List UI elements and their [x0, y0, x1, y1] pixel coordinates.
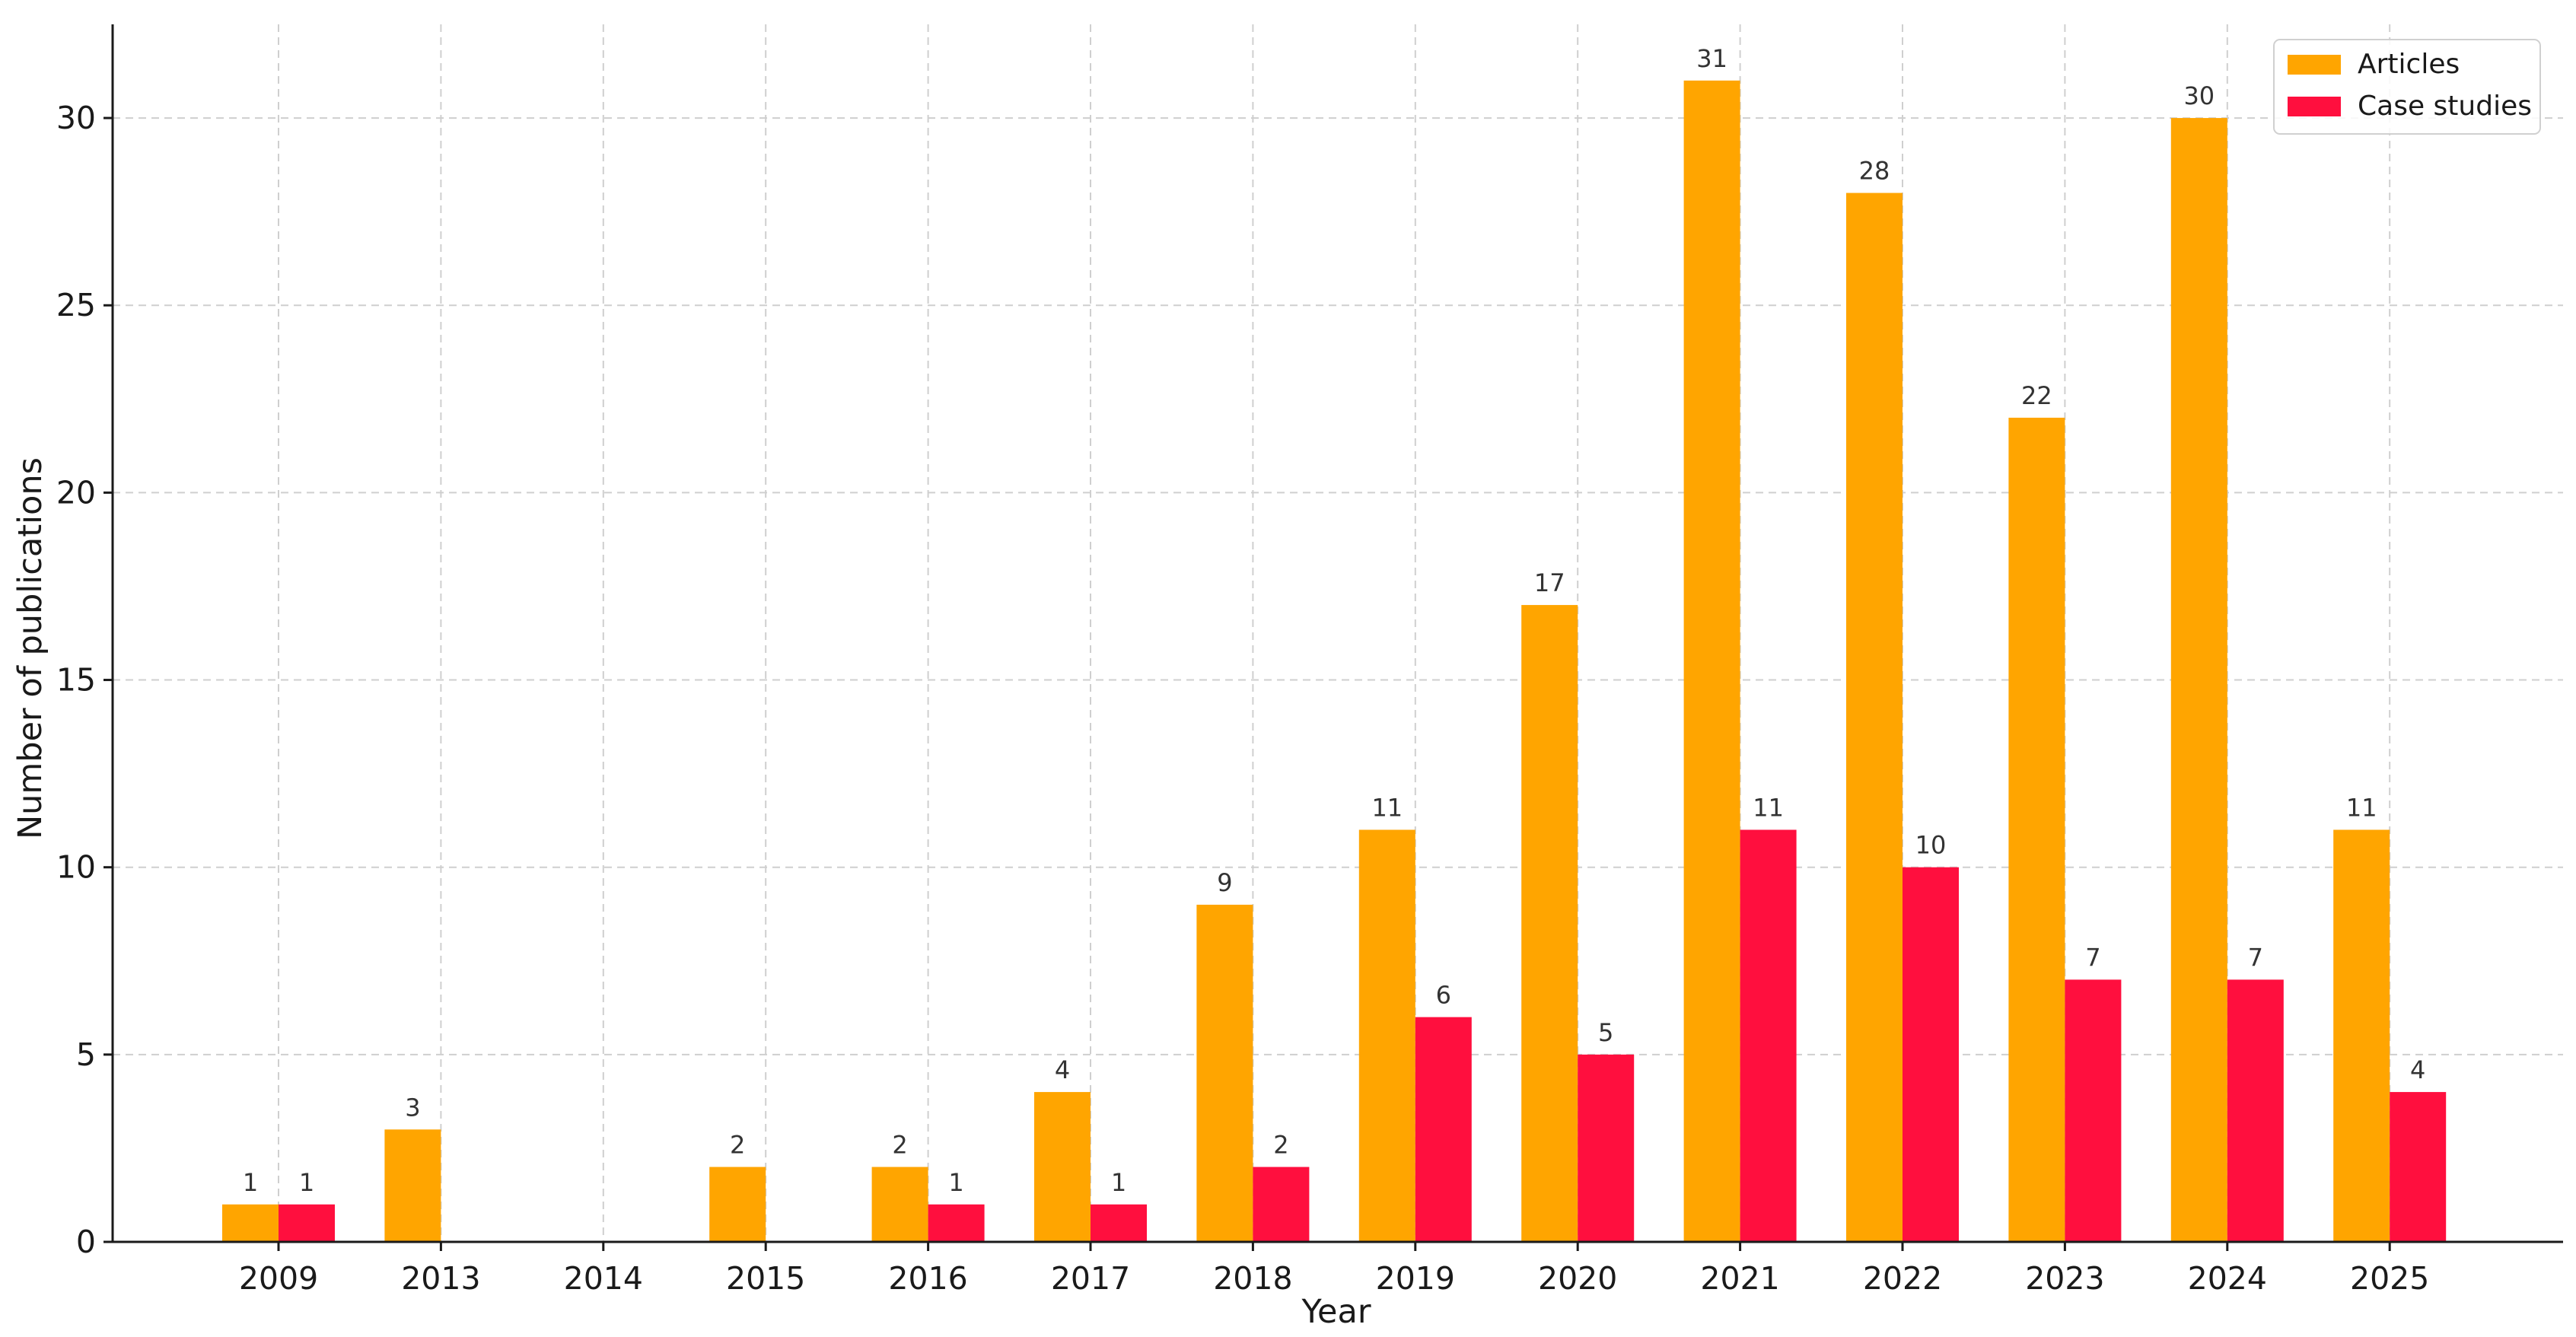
x-tick-label-2017: 2017 [1051, 1260, 1130, 1297]
x-tick-label-2015: 2015 [726, 1260, 805, 1297]
bar-case-studies-2018 [1253, 1167, 1310, 1242]
data-label-case-studies-2024: 7 [2248, 943, 2263, 972]
bar-case-studies-2019 [1415, 1017, 1472, 1242]
bar-case-studies-2016 [928, 1204, 985, 1242]
bar-articles-2023 [2008, 417, 2065, 1242]
data-label-articles-2023: 22 [2021, 381, 2052, 410]
bar-articles-2015 [709, 1167, 766, 1242]
data-label-articles-2015: 2 [730, 1131, 745, 1160]
x-tick-label-2020: 2020 [1538, 1260, 1617, 1297]
y-tick-label-15: 15 [56, 662, 96, 699]
x-tick-label-2013: 2013 [401, 1260, 480, 1297]
data-label-articles-2009: 1 [243, 1168, 258, 1197]
x-tick-label-2021: 2021 [1700, 1260, 1779, 1297]
data-label-articles-2022: 28 [1859, 157, 1890, 186]
bar-articles-2019 [1358, 829, 1415, 1242]
y-tick-label-0: 0 [76, 1224, 96, 1260]
data-label-articles-2013: 3 [405, 1093, 420, 1122]
y-tick-label-20: 20 [56, 474, 96, 511]
y-tick-label-10: 10 [56, 849, 96, 886]
x-tick-label-2016: 2016 [888, 1260, 967, 1297]
bar-case-studies-2023 [2065, 979, 2122, 1242]
x-tick-label-2009: 2009 [239, 1260, 318, 1297]
data-label-articles-2024: 30 [2183, 81, 2215, 110]
bar-articles-2020 [1521, 605, 1578, 1242]
x-tick-label-2014: 2014 [564, 1260, 643, 1297]
data-label-case-studies-2009: 1 [299, 1168, 314, 1197]
bar-articles-2021 [1683, 80, 1740, 1242]
data-label-case-studies-2016: 1 [948, 1168, 963, 1197]
bar-case-studies-2025 [2390, 1092, 2447, 1242]
legend-label-articles: Articles [2358, 49, 2460, 80]
bar-articles-2024 [2170, 118, 2227, 1243]
bar-case-studies-2020 [1578, 1054, 1635, 1242]
bar-articles-2017 [1034, 1092, 1091, 1242]
x-tick-label-2022: 2022 [1863, 1260, 1942, 1297]
data-label-articles-2018: 9 [1217, 868, 1232, 897]
axes-layer [111, 24, 2563, 1243]
x-tick-label-2023: 2023 [2025, 1260, 2104, 1297]
data-label-articles-2021: 31 [1696, 44, 1727, 73]
data-label-articles-2025: 11 [2346, 793, 2377, 822]
legend-label-case-studies: Case studies [2358, 91, 2532, 122]
bar-articles-2018 [1196, 904, 1253, 1242]
data-label-case-studies-2018: 2 [1273, 1131, 1288, 1160]
data-label-articles-2020: 17 [1534, 568, 1565, 597]
bar-case-studies-2022 [1903, 867, 1959, 1242]
data-label-case-studies-2020: 5 [1598, 1018, 1613, 1047]
y-tick-label-25: 25 [56, 287, 96, 323]
x-axis-title: Year [1301, 1293, 1371, 1331]
data-label-case-studies-2017: 1 [1111, 1168, 1126, 1197]
bar-case-studies-2017 [1091, 1204, 1147, 1242]
data-label-articles-2017: 4 [1055, 1055, 1070, 1084]
bar-articles-2009 [222, 1204, 279, 1242]
x-tick-label-2024: 2024 [2188, 1260, 2267, 1297]
bar-articles-2013 [384, 1129, 441, 1242]
x-tick-label-2025: 2025 [2350, 1260, 2429, 1297]
y-tick-label-30: 30 [56, 100, 96, 136]
bar-case-studies-2024 [2227, 979, 2284, 1242]
bar-case-studies-2009 [279, 1204, 335, 1242]
data-label-case-studies-2025: 4 [2410, 1055, 2425, 1084]
data-label-case-studies-2022: 10 [1915, 831, 1947, 860]
legend: Articles Case studies [2273, 39, 2541, 135]
bar-articles-2022 [1846, 193, 1903, 1243]
x-tick-label-2018: 2018 [1213, 1260, 1292, 1297]
legend-swatch-articles [2288, 55, 2341, 75]
bar-articles-2025 [2333, 829, 2390, 1242]
x-tick-label-2019: 2019 [1376, 1260, 1455, 1297]
data-label-case-studies-2021: 11 [1753, 793, 1784, 822]
bar-case-studies-2021 [1740, 829, 1797, 1242]
bars-layer [222, 80, 2447, 1243]
data-label-articles-2019: 11 [1371, 793, 1403, 822]
data-label-case-studies-2023: 7 [2085, 943, 2100, 972]
data-label-articles-2016: 2 [892, 1131, 907, 1160]
data-label-case-studies-2019: 6 [1436, 981, 1451, 1010]
y-axis-title: Number of publications [11, 457, 49, 839]
bar-articles-2016 [871, 1167, 928, 1242]
legend-swatch-case-studies [2288, 97, 2341, 116]
y-tick-label-5: 5 [76, 1036, 96, 1073]
